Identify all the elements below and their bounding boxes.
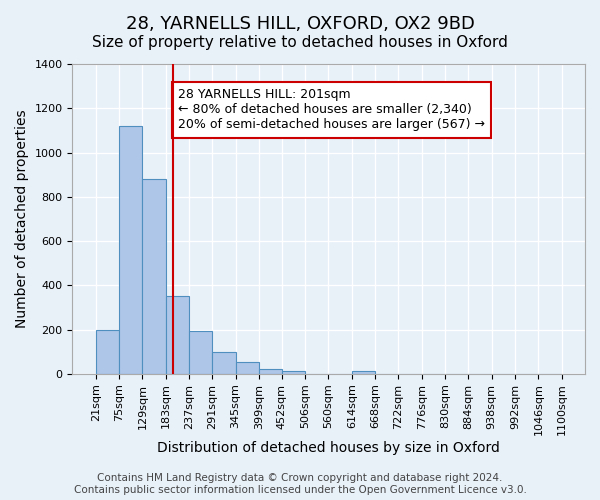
Text: Contains HM Land Registry data © Crown copyright and database right 2024.
Contai: Contains HM Land Registry data © Crown c… [74,474,526,495]
Bar [236,362,259,374]
Bar [119,126,142,374]
Text: 28 YARNELLS HILL: 201sqm
← 80% of detached houses are smaller (2,340)
20% of sem: 28 YARNELLS HILL: 201sqm ← 80% of detach… [178,88,485,132]
Bar [96,330,119,374]
X-axis label: Distribution of detached houses by size in Oxford: Distribution of detached houses by size … [157,441,500,455]
Bar [166,296,189,374]
Bar [142,179,166,374]
Bar [212,352,236,374]
Bar [189,330,212,374]
Text: Size of property relative to detached houses in Oxford: Size of property relative to detached ho… [92,35,508,50]
Y-axis label: Number of detached properties: Number of detached properties [15,110,29,328]
Bar [259,369,282,374]
Text: 28, YARNELLS HILL, OXFORD, OX2 9BD: 28, YARNELLS HILL, OXFORD, OX2 9BD [125,15,475,33]
Bar [352,371,375,374]
Bar [282,370,305,374]
